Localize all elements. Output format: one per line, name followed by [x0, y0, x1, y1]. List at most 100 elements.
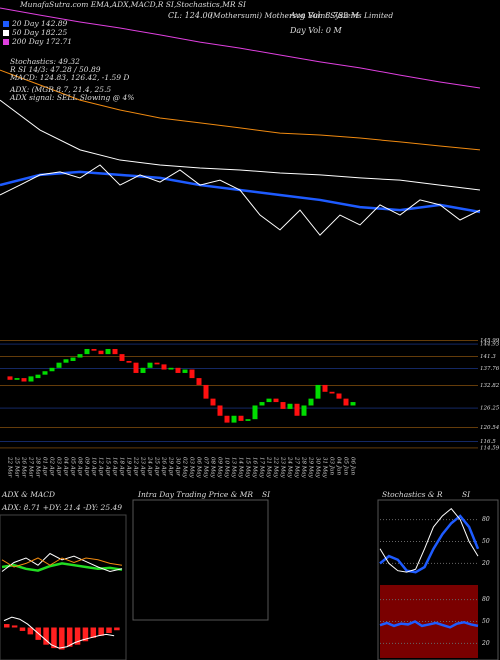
candle [329, 391, 335, 394]
annotation: Avg Vol: 8.782 M [289, 11, 360, 20]
candle [49, 367, 55, 372]
x-tick-label: 30 May [315, 457, 321, 479]
y-tick-label: 50 [482, 538, 490, 545]
candle [189, 369, 195, 379]
annotation: Stochastics: 49.32 [10, 57, 80, 66]
macd-bar [27, 627, 34, 635]
candle [119, 354, 125, 361]
x-tick-label: 10 Apr [91, 457, 97, 476]
candle [168, 367, 174, 370]
candle [140, 367, 146, 373]
panel-title: Intra Day Trading Price & MR [137, 490, 253, 499]
candle [287, 403, 293, 409]
annotation: R SI 14/3: 47.28 / 50.89 [9, 65, 101, 74]
y-tick-label: 50 [482, 618, 490, 625]
y-tick-label: 114.59 [480, 445, 500, 451]
annotation: MunafaSutra.com EMA,ADX,MACD,R SI,Stocha… [19, 0, 247, 9]
x-tick-label: 29 Apr [168, 456, 174, 476]
x-tick-label: 23 May [280, 456, 286, 479]
legend-swatch [3, 39, 9, 45]
y-tick-label: 145.99 [480, 338, 500, 344]
candle [294, 403, 300, 416]
x-tick-label: 03 Apr [56, 457, 62, 476]
candle [91, 348, 97, 351]
y-tick-label: 20 [481, 640, 490, 647]
x-tick-label: 29 May [308, 456, 314, 479]
series-line [0, 69, 481, 151]
candle [315, 384, 321, 399]
series-line [0, 170, 481, 214]
macd-bar [43, 627, 49, 645]
x-tick-label: 27 May [294, 456, 300, 479]
annotation: (Mothersumi) Motherson Sumi Systems Limi… [210, 11, 393, 20]
candle [238, 415, 244, 421]
candle [42, 371, 48, 375]
y-tick-label: 80 [482, 596, 490, 603]
candle [231, 415, 237, 423]
x-tick-label: 10 May [224, 457, 230, 479]
candle [105, 348, 111, 355]
candle [308, 398, 314, 406]
candle [175, 367, 181, 373]
x-tick-label: 12 Apr [98, 457, 104, 476]
x-tick-label: 03 May [189, 457, 195, 479]
candle [210, 398, 216, 406]
annotation: CL: 124.00 [168, 11, 213, 20]
macd-bar [74, 627, 81, 645]
candle [35, 374, 41, 379]
series-line [0, 7, 481, 89]
candle [182, 369, 188, 373]
y-tick-label: 120.54 [480, 425, 500, 431]
candle [196, 378, 202, 385]
legend-swatch [3, 21, 9, 27]
y-tick-label: 80 [482, 516, 490, 523]
x-tick-label: 06 Jun [350, 457, 356, 475]
macd-bar [19, 627, 26, 631]
x-tick-label: 23 Apr [140, 456, 146, 476]
y-tick-label: 137.76 [480, 366, 500, 372]
candle [56, 362, 62, 368]
candle [259, 402, 265, 406]
macd-bar [11, 625, 18, 628]
x-tick-label: 25 Mar [14, 456, 20, 478]
annotation: ADX: (MGR 8.7, 21.4, 25.5 [9, 85, 111, 94]
candle [70, 357, 76, 361]
panel-frame [132, 499, 269, 621]
macd-bar [90, 627, 97, 638]
series-line [379, 507, 479, 573]
x-tick-label: 17 May [259, 457, 265, 479]
x-tick-label: 24 Apr [147, 456, 153, 476]
candle [343, 398, 349, 406]
x-tick-label: 22 Mar [7, 456, 13, 478]
x-tick-label: 26 Apr [161, 456, 167, 476]
legend-swatch [3, 30, 9, 36]
candle [273, 398, 279, 403]
x-tick-label: 16 Apr [112, 457, 118, 476]
series-line [1, 557, 123, 568]
candle [7, 376, 13, 380]
x-tick-label: 16 May [252, 457, 258, 479]
panel-subtitle: SI [262, 490, 271, 499]
panel-subtitle: ADX: 8.71 +DY: 21.4 -DY: 25.49 [1, 503, 122, 512]
y-tick-label: 141.3 [480, 354, 496, 360]
series-line [1, 552, 123, 573]
x-tick-label: 09 Apr [84, 457, 90, 476]
y-tick-label: 144.93 [480, 342, 500, 348]
candle [252, 405, 258, 420]
macd-line [3, 616, 115, 649]
panel-frame [377, 499, 499, 660]
x-tick-label: 14 May [238, 457, 244, 479]
x-tick-label: 24 May [287, 456, 293, 479]
legend-label: 50 Day 182.25 [12, 28, 68, 37]
x-tick-label: 26 Mar [21, 456, 27, 478]
x-tick-label: 31 May [322, 457, 328, 479]
macd-bar [59, 627, 65, 650]
candle [217, 405, 223, 416]
candle [266, 398, 272, 403]
legend-label: 20 Day 142.89 [11, 19, 68, 28]
x-tick-label: 06 May [196, 457, 202, 479]
candle [14, 378, 20, 380]
y-tick-label: 116.5 [480, 439, 496, 445]
macd-bar [82, 627, 89, 642]
x-tick-label: 05 Apr [70, 457, 76, 476]
